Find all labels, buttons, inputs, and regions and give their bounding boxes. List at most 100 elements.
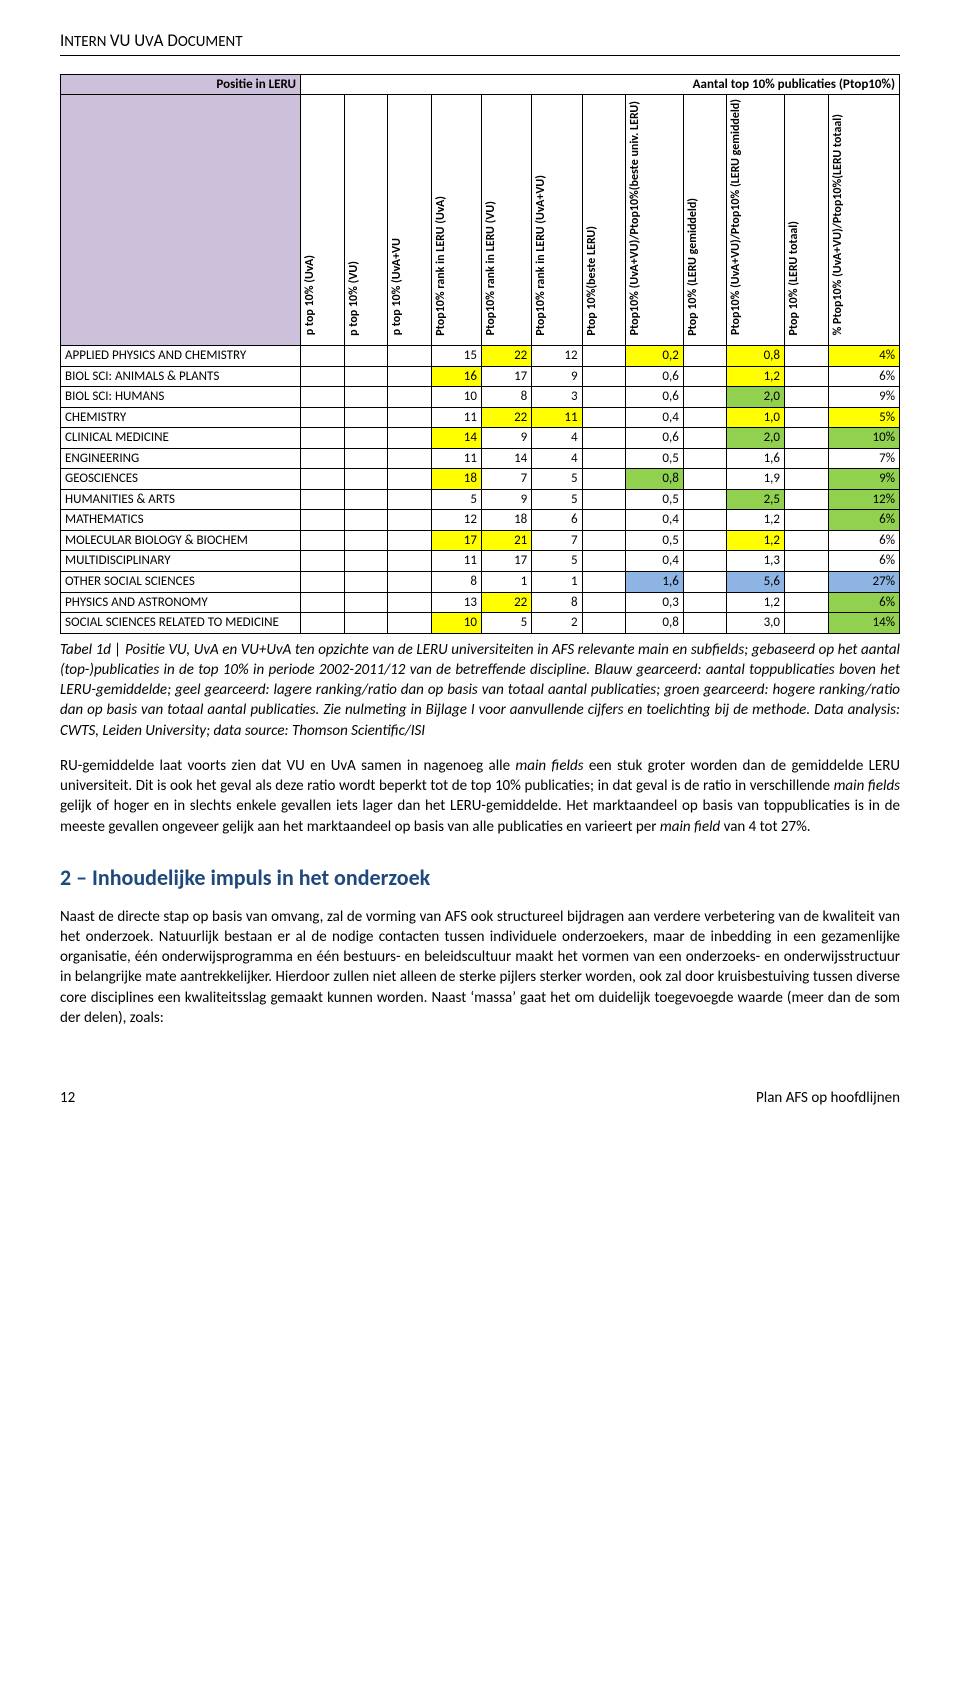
data-cell: 0,5 (626, 448, 684, 469)
row-label: SOCIAL SCIENCES RELATED TO MEDICINE (61, 613, 301, 634)
table-row: ENGINEERING111440,51,67% (61, 448, 900, 469)
empty-cell (683, 592, 727, 613)
empty-cell (683, 510, 727, 531)
empty-cell (784, 592, 828, 613)
table-row: SOCIAL SCIENCES RELATED TO MEDICINE10520… (61, 613, 900, 634)
data-cell: 15 (431, 346, 481, 367)
empty-cell (344, 530, 388, 551)
data-cell: 2,5 (727, 489, 785, 510)
empty-cell (301, 613, 345, 634)
data-cell: 7 (532, 530, 582, 551)
empty-cell (301, 387, 345, 408)
empty-cell (344, 613, 388, 634)
empty-cell (301, 551, 345, 572)
data-cell: 6% (828, 592, 899, 613)
empty-cell (301, 448, 345, 469)
data-cell: 13 (431, 592, 481, 613)
data-cell: 7 (481, 469, 531, 490)
empty-cell (784, 469, 828, 490)
empty-cell (582, 366, 626, 387)
empty-cell (582, 510, 626, 531)
data-cell: 5 (431, 489, 481, 510)
data-cell: 1,2 (727, 530, 785, 551)
row-label: CLINICAL MEDICINE (61, 428, 301, 449)
data-cell: 0,4 (626, 407, 684, 428)
col-4: Ptop10% rank in LERU (UvA) (433, 196, 449, 336)
empty-cell (784, 489, 828, 510)
data-cell: 14 (481, 448, 531, 469)
table-row: PHYSICS AND ASTRONOMY132280,31,26% (61, 592, 900, 613)
empty-cell (683, 428, 727, 449)
empty-cell (683, 613, 727, 634)
empty-cell (683, 572, 727, 593)
col-3: p top 10% (UvA+VU (389, 238, 405, 335)
empty-cell (784, 572, 828, 593)
data-cell: 8 (431, 572, 481, 593)
data-cell: 1,6 (727, 448, 785, 469)
empty-cell (388, 592, 432, 613)
empty-cell (582, 428, 626, 449)
data-cell: 0,2 (626, 346, 684, 367)
table-row: CLINICAL MEDICINE14940,62,010% (61, 428, 900, 449)
data-cell: 10% (828, 428, 899, 449)
data-cell: 3 (532, 387, 582, 408)
col-11: Ptop 10% (LERU totaal) (786, 221, 802, 336)
col-5: Ptop10% rank in LERU (VU) (483, 201, 499, 335)
table-row: GEOSCIENCES18750,81,99% (61, 469, 900, 490)
banner-left: Positie in LERU (61, 74, 301, 95)
empty-cell (388, 613, 432, 634)
data-cell: 12 (431, 510, 481, 531)
empty-cell (388, 469, 432, 490)
empty-cell (683, 366, 727, 387)
empty-cell (582, 592, 626, 613)
empty-cell (582, 489, 626, 510)
empty-cell (683, 346, 727, 367)
row-label: ENGINEERING (61, 448, 301, 469)
page-number: 12 (60, 1088, 75, 1108)
empty-cell (582, 551, 626, 572)
empty-cell (344, 469, 388, 490)
empty-cell (301, 572, 345, 593)
empty-cell (388, 346, 432, 367)
empty-cell (344, 551, 388, 572)
row-label: HUMANITIES & ARTS (61, 489, 301, 510)
col-2: p top 10% (VU) (346, 261, 362, 336)
data-cell: 16 (431, 366, 481, 387)
empty-cell (388, 489, 432, 510)
row-label: GEOSCIENCES (61, 469, 301, 490)
data-cell: 4 (532, 448, 582, 469)
data-cell: 11 (532, 407, 582, 428)
empty-cell (784, 613, 828, 634)
data-cell: 1,9 (727, 469, 785, 490)
empty-cell (344, 489, 388, 510)
empty-cell (582, 572, 626, 593)
data-cell: 11 (431, 407, 481, 428)
data-cell: 6% (828, 366, 899, 387)
data-cell: 5 (532, 469, 582, 490)
empty-cell (344, 592, 388, 613)
col-8: Ptop10% (UvA+VU)/Ptop10%(beste univ. LER… (627, 101, 643, 335)
data-cell: 12% (828, 489, 899, 510)
paragraph-1: RU-gemiddelde laat voorts zien dat VU en… (60, 756, 900, 837)
data-cell: 17 (481, 551, 531, 572)
empty-cell (344, 448, 388, 469)
data-cell: 1,2 (727, 592, 785, 613)
empty-cell (344, 387, 388, 408)
empty-cell (388, 510, 432, 531)
empty-cell (388, 407, 432, 428)
data-cell: 8 (481, 387, 531, 408)
data-cell: 6% (828, 510, 899, 531)
col-12: % Ptop10% (UvA+VU)/Ptop10%(LERU totaal) (830, 114, 846, 335)
data-cell: 0,6 (626, 387, 684, 408)
row-label: CHEMISTRY (61, 407, 301, 428)
empty-cell (388, 428, 432, 449)
data-cell: 22 (481, 346, 531, 367)
page-footer: 12 Plan AFS op hoofdlijnen (60, 1088, 900, 1108)
empty-cell (301, 592, 345, 613)
data-cell: 9% (828, 387, 899, 408)
row-label: MULTIDISCIPLINARY (61, 551, 301, 572)
data-cell: 0,8 (727, 346, 785, 367)
table-row: MATHEMATICS121860,41,26% (61, 510, 900, 531)
empty-cell (582, 387, 626, 408)
empty-cell (784, 407, 828, 428)
